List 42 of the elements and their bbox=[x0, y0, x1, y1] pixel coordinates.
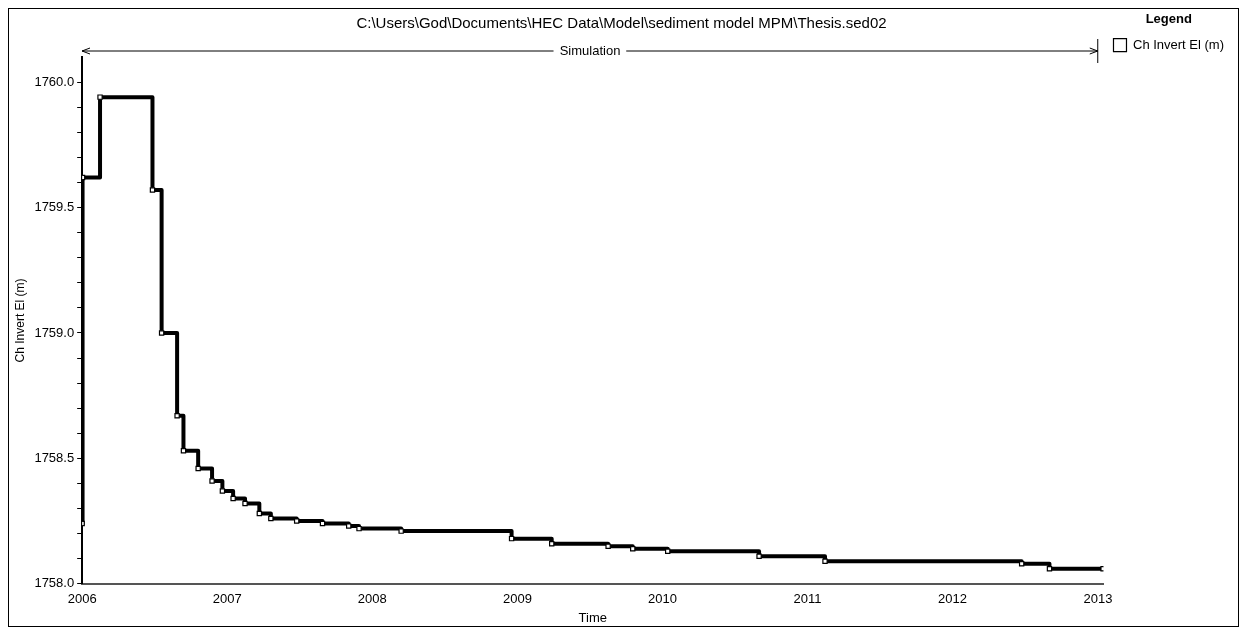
y-axis-title: Ch Invert El (m) bbox=[12, 278, 27, 363]
point bbox=[605, 543, 611, 549]
point bbox=[1018, 561, 1025, 567]
point bbox=[345, 523, 352, 529]
y-tick-label: 1760.0 bbox=[34, 73, 75, 89]
point bbox=[630, 545, 636, 552]
point bbox=[180, 448, 187, 454]
y-tick-label: 1758.5 bbox=[34, 449, 75, 465]
point bbox=[242, 500, 248, 507]
x-tick-label: 2009 bbox=[503, 591, 533, 607]
point bbox=[822, 558, 828, 564]
point bbox=[174, 413, 180, 419]
point bbox=[356, 525, 362, 532]
point bbox=[158, 330, 165, 336]
x-tick-label: 2011 bbox=[793, 591, 822, 607]
x-tick-label: 2013 bbox=[1083, 591, 1113, 607]
annotation: Simulation bbox=[559, 42, 621, 58]
x-tick-label: 2007 bbox=[212, 591, 242, 607]
x-tick-label: 2012 bbox=[938, 591, 967, 607]
y-tick-label: 1759.0 bbox=[34, 324, 75, 340]
x-axis-title: Time bbox=[578, 609, 608, 625]
x-tick-label: 2008 bbox=[357, 591, 387, 607]
x-tick-label: 2010 bbox=[648, 591, 677, 607]
point bbox=[230, 495, 236, 502]
point bbox=[398, 528, 404, 534]
point bbox=[268, 515, 274, 522]
point bbox=[219, 488, 226, 494]
legend-title: Legend bbox=[1145, 11, 1192, 27]
x-tick-label: 2006 bbox=[67, 591, 97, 607]
point bbox=[293, 518, 300, 524]
point bbox=[1046, 566, 1053, 572]
point bbox=[149, 187, 156, 193]
point bbox=[97, 94, 103, 100]
legend-label: Ch Invert El (m) bbox=[1132, 36, 1224, 52]
point bbox=[209, 478, 215, 484]
point bbox=[756, 553, 762, 559]
point bbox=[195, 465, 201, 472]
point bbox=[664, 548, 671, 554]
chart-title: C:\Users\God\Documents\HEC Data\Model\sediment model MPM\Thesis.sed02 bbox=[356, 14, 887, 32]
point bbox=[1100, 566, 1104, 572]
y-tick-label: 1758.0 bbox=[34, 575, 75, 591]
y-tick-label: 1759.5 bbox=[34, 199, 75, 215]
